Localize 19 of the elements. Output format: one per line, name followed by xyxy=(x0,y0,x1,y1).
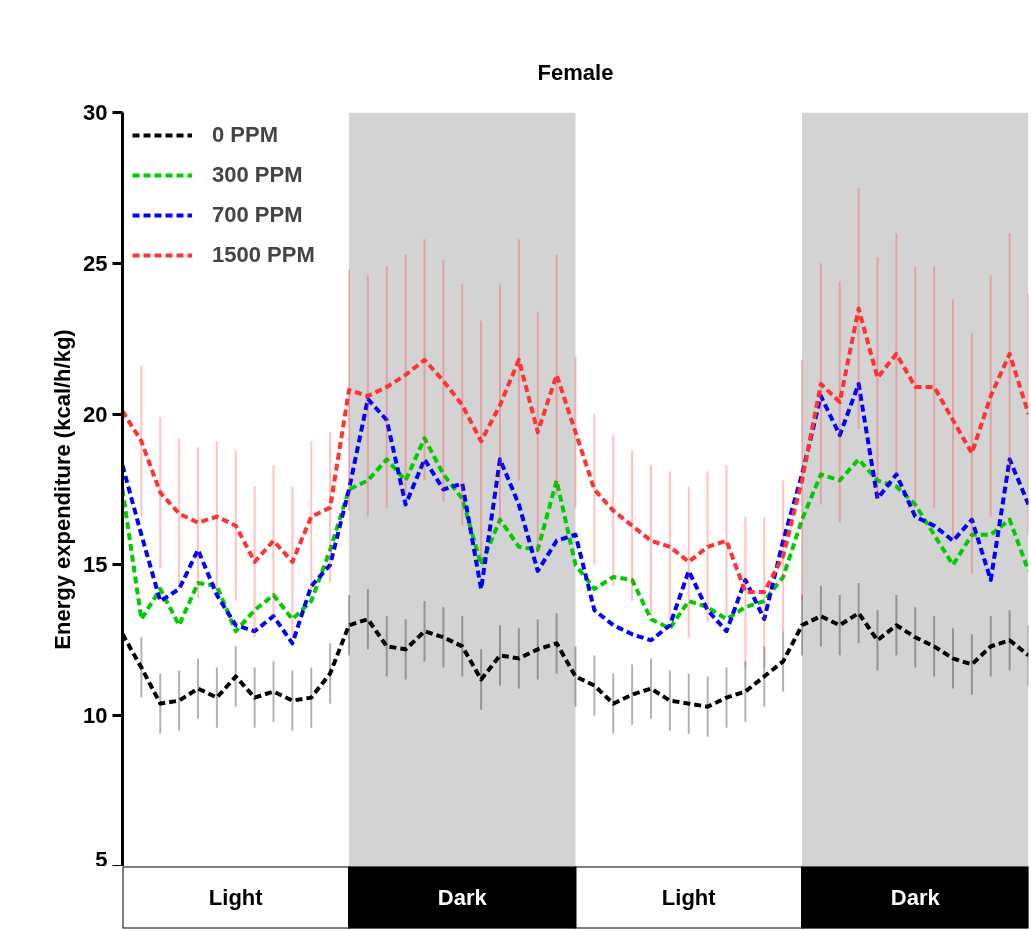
y-tick-label: 5 xyxy=(95,846,108,872)
legend-label: 300 PPM xyxy=(212,162,303,188)
chart-title: Female xyxy=(537,60,614,85)
legend-label: 0 PPM xyxy=(212,122,279,148)
text: Light xyxy=(661,885,717,910)
text: Dark xyxy=(890,885,941,910)
y-tick-label: 20 xyxy=(83,401,108,427)
y-tick-label: 10 xyxy=(83,703,108,729)
legend-label: 700 PPM xyxy=(212,202,303,228)
text: Dark xyxy=(437,885,488,910)
line-series xyxy=(122,306,1029,595)
y-tick-label: 25 xyxy=(83,250,108,276)
y-tick-label: 15 xyxy=(83,552,108,578)
text: Light xyxy=(208,885,264,910)
y-axis-title: Energy expenditure (kcal/h/kg) xyxy=(50,329,76,650)
legend-label: 1500 PPM xyxy=(212,242,315,268)
line-series xyxy=(122,436,1029,634)
y-tick-label: 30 xyxy=(83,100,108,125)
line-series xyxy=(122,381,1029,646)
